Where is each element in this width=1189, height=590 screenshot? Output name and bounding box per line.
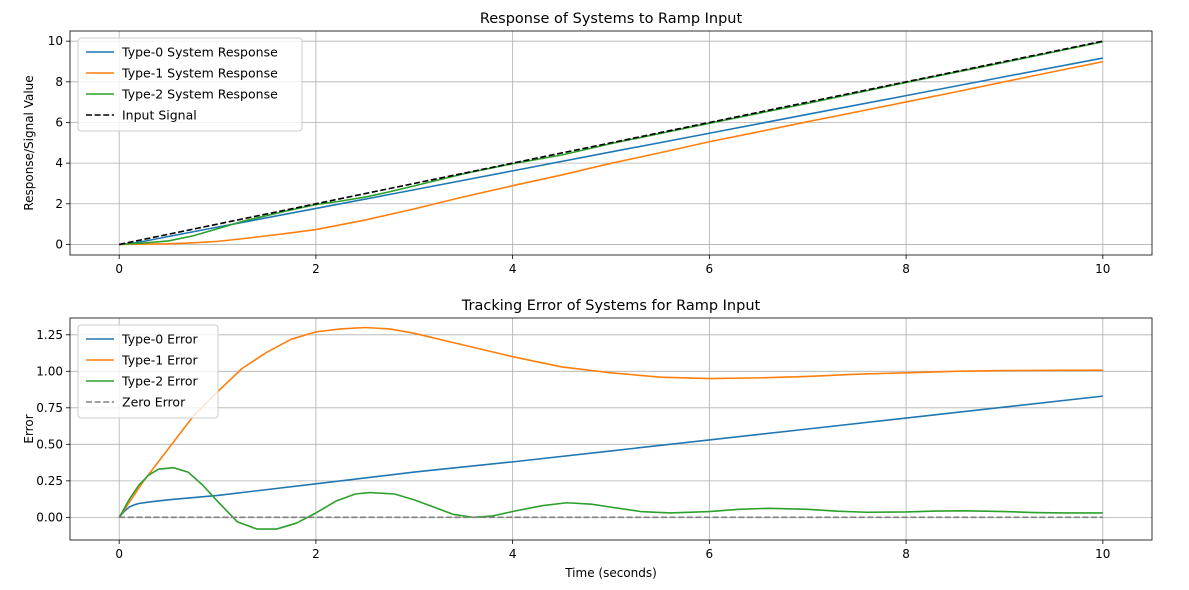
response-chart: 0 2 4 6 8 10 0 2 4 6 8 10 Response of Systems to Ra… xyxy=(22,11,1153,276)
response-x-tick-label: 0 xyxy=(115,262,123,276)
error-x-tick-label: 4 xyxy=(509,547,517,561)
error-y-tick-label: 0.00 xyxy=(36,510,63,524)
error-x-axis-label: Time (seconds) xyxy=(564,566,657,580)
error-legend-label: Zero Error xyxy=(122,395,186,410)
error-series-line-0 xyxy=(118,395,1103,518)
error-y-axis-label: Error xyxy=(22,414,36,443)
error-series-line-1 xyxy=(118,326,1103,518)
response-x-tick-label: 4 xyxy=(509,262,517,276)
response-legend: Type-0 System Response Type-1 System Resp… xyxy=(77,37,303,132)
error-y-tick-label: 0.50 xyxy=(36,437,63,451)
error-legend-label: Type-0 Error xyxy=(121,332,198,347)
error-legend-label: Type-1 Error xyxy=(121,353,198,368)
response-legend-label: Type-0 System Response xyxy=(121,45,278,60)
error-y-tick-label: 1.00 xyxy=(36,364,63,378)
response-y-tick-label: 8 xyxy=(55,75,63,89)
error-series xyxy=(118,326,1103,530)
response-series xyxy=(119,40,1103,246)
response-chart-title: Response of Systems to Ramp Input xyxy=(480,11,743,27)
response-y-tick-label: 10 xyxy=(48,34,63,48)
response-legend-label: Input Signal xyxy=(122,108,197,123)
response-legend-label: Type-2 System Response xyxy=(121,87,278,102)
response-axes-frame xyxy=(69,30,1153,256)
error-ticks: 0 2 4 6 8 10 0.00 0.25 0.50 0.75 1.00 1.25 xyxy=(36,328,1110,561)
response-y-axis-label: Response/Signal Value xyxy=(22,75,36,210)
error-legend-label: Type-2 Error xyxy=(121,374,198,389)
error-chart: 0 2 4 6 8 10 0.00 0.25 0.50 0.75 1.00 1.25 Tracking… xyxy=(22,298,1153,580)
response-y-tick-label: 4 xyxy=(55,156,63,170)
response-x-tick-label: 8 xyxy=(902,262,910,276)
error-x-tick-label: 10 xyxy=(1095,547,1110,561)
response-legend-label: Type-1 System Response xyxy=(121,66,278,81)
response-legend-frame xyxy=(77,37,303,132)
response-y-tick-label: 0 xyxy=(55,237,63,251)
error-chart-title: Tracking Error of Systems for Ramp Input xyxy=(461,298,761,314)
error-x-tick-label: 0 xyxy=(115,547,123,561)
error-y-tick-label: 0.75 xyxy=(36,401,63,415)
error-y-tick-label: 1.25 xyxy=(36,328,63,342)
error-x-tick-label: 8 xyxy=(902,547,910,561)
error-legend-frame xyxy=(77,324,219,419)
response-y-tick-label: 2 xyxy=(55,197,63,211)
response-x-tick-label: 6 xyxy=(706,262,714,276)
response-y-tick-label: 6 xyxy=(55,115,63,129)
error-x-tick-label: 2 xyxy=(312,547,320,561)
response-ticks: 0 2 4 6 8 10 0 2 4 6 8 10 xyxy=(48,34,1111,276)
error-axes-frame xyxy=(69,317,1153,541)
error-x-tick-label: 6 xyxy=(706,547,714,561)
error-legend: Type-0 Error Type-1 Error Type-2 Error Zero… xyxy=(77,324,219,419)
response-x-tick-label: 2 xyxy=(312,262,320,276)
response-x-tick-label: 10 xyxy=(1095,262,1110,276)
response-series-line-0 xyxy=(119,57,1103,246)
response-series-line-2 xyxy=(119,40,1103,246)
response-series-line-3 xyxy=(119,40,1103,246)
response-series-line-1 xyxy=(119,60,1103,246)
error-y-tick-label: 0.25 xyxy=(36,474,63,488)
